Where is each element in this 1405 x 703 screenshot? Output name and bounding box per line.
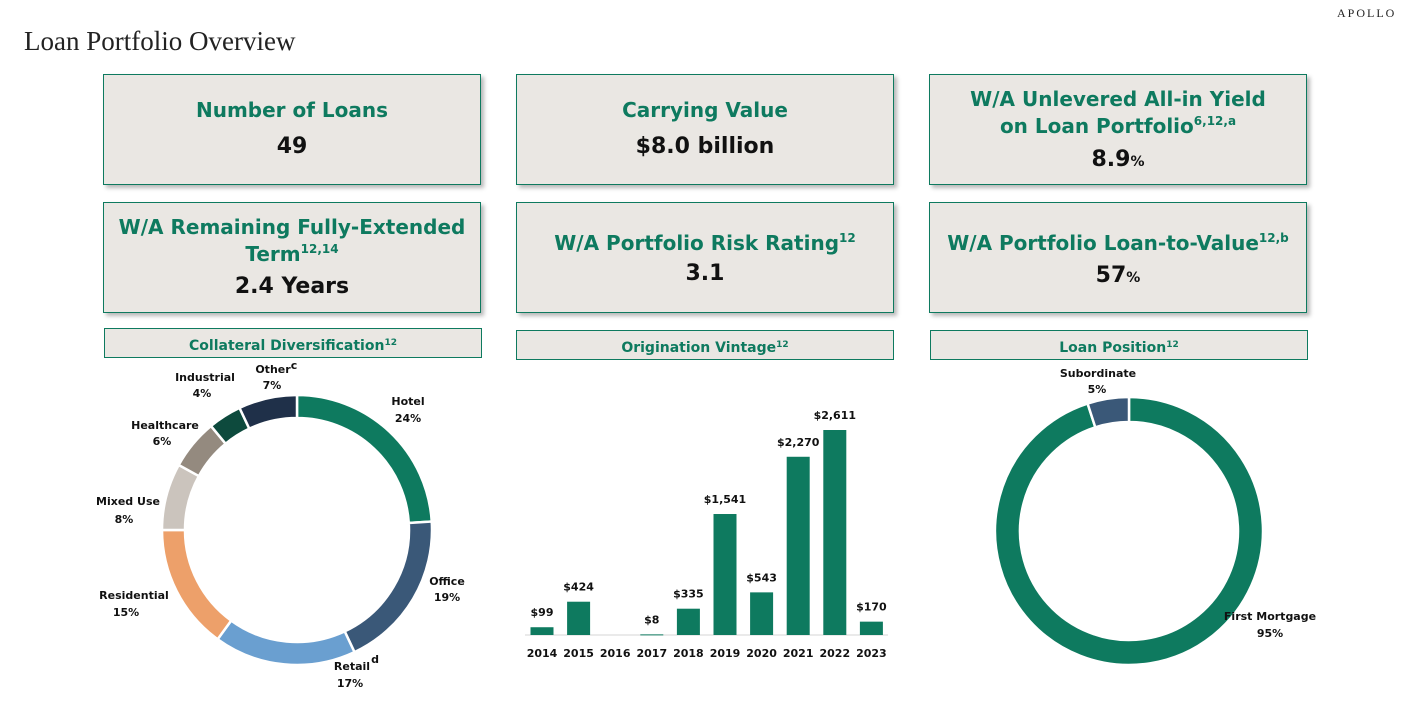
section-loan-position: Loan Position12 [930, 330, 1308, 360]
kpi-label: W/A Unlevered All-in Yield on Loan Portfo… [970, 87, 1266, 138]
x-tick-label: 2016 [600, 647, 631, 660]
slice-percent: 6% [153, 435, 172, 448]
collateral-slice-residential [160, 528, 233, 641]
position-slice-subordinate [1086, 395, 1131, 429]
slice-percent: 5% [1088, 383, 1107, 396]
bar-value-label: $2,270 [777, 436, 820, 449]
section-collateral-diversification: Collateral Diversification12 [104, 328, 482, 358]
bar-value-label: $543 [746, 571, 777, 584]
slice-label: Retail [334, 660, 370, 673]
bar-2018 [676, 608, 700, 635]
slice-label: Office [429, 575, 465, 588]
kpi-unlevered-yield: W/A Unlevered All-in Yield on Loan Portfo… [929, 74, 1307, 185]
kpi-remaining-term: W/A Remaining Fully-Extended Term12,14 2.… [103, 202, 481, 313]
page-title: Loan Portfolio Overview [24, 26, 296, 56]
x-tick-label: 2019 [710, 647, 741, 660]
slice-label: Mixed Use [96, 495, 160, 508]
collateral-slice-mixed-use [160, 463, 201, 532]
kpi-footnote: 6,12,a [1193, 114, 1237, 128]
slice-percent: 19% [434, 591, 460, 604]
x-tick-label: 2021 [783, 647, 814, 660]
slice-label: Healthcare [131, 419, 199, 432]
kpi-value: 49 [276, 134, 308, 159]
kpi-number-of-loans: Number of Loans 49 [103, 74, 481, 185]
bar-value-label: $99 [531, 606, 554, 619]
slice-percent: 7% [263, 379, 282, 392]
x-tick-label: 2014 [527, 647, 558, 660]
bar-value-label: $2,611 [814, 409, 856, 422]
kpi-value: 57% [1095, 263, 1141, 288]
slice-label: Industrial [175, 371, 235, 384]
x-tick-label: 2017 [636, 647, 667, 660]
bar-2023 [859, 621, 883, 635]
x-tick-label: 2023 [856, 647, 887, 660]
kpi-label: Carrying Value [622, 98, 788, 122]
bar-value-label: $170 [856, 601, 887, 614]
collateral-donut-chart: Hotel 24% Office 19% Retail 17% d Residential 15… [96, 360, 465, 690]
origination-bar-chart: $99 2014 $424 2015 2016 $8 2017 $335 2018 $1,541 2… [525, 409, 888, 660]
kpi-loan-to-value: W/A Portfolio Loan-to-Value12,b 57% [929, 202, 1307, 313]
bar-value-label: $1,541 [704, 493, 746, 506]
x-tick-label: 2022 [819, 647, 850, 660]
kpi-label: W/A Remaining Fully-Extended Term12,14 [118, 215, 466, 266]
bar-2021 [786, 456, 810, 635]
position-slice-first-mortgage [993, 395, 1265, 667]
kpi-value: 2.4 Years [234, 274, 350, 299]
kpi-label: Number of Loans [195, 98, 389, 122]
bar-2022 [823, 430, 847, 635]
kpi-value: 3.1 [685, 261, 725, 286]
bar-2019 [713, 514, 737, 635]
loan-position-donut-chart: First Mortgage 95% Subordinate 5% [993, 367, 1316, 667]
slice-label: Residential [99, 589, 169, 602]
kpi-footnote: 12,14 [300, 242, 339, 256]
slice-percent: 15% [113, 606, 139, 619]
collateral-slice-other [237, 393, 299, 431]
kpi-label: W/A Portfolio Loan-to-Value12,b [947, 231, 1289, 255]
slice-percent: 17% [337, 677, 363, 690]
kpi-value: 8.9% [1091, 147, 1145, 172]
kpi-risk-rating: W/A Portfolio Risk Rating12 3.1 [516, 202, 894, 313]
kpi-carrying-value: Carrying Value $8.0 billion [516, 74, 894, 185]
collateral-slice-retail [215, 618, 357, 667]
bar-value-label: $424 [563, 581, 594, 594]
bar-2017 [640, 634, 664, 636]
slice-percent: 24% [395, 412, 421, 425]
slice-label: Subordinate [1060, 367, 1136, 380]
kpi-footnote: 12 [839, 231, 856, 245]
x-tick-label: 2020 [746, 647, 777, 660]
kpi-label: W/A Portfolio Risk Rating12 [554, 231, 856, 255]
kpi-unit: % [1130, 154, 1145, 170]
slice-footnote: d [371, 653, 379, 666]
slice-footnote: c [291, 360, 298, 372]
brand-logo: APOLLO [1337, 6, 1397, 20]
slice-label: First Mortgage [1224, 610, 1316, 623]
bar-2020 [750, 592, 774, 635]
kpi-footnote: 12,b [1258, 231, 1289, 245]
bar-2015 [567, 601, 591, 635]
section-footnote: 12 [1166, 340, 1179, 350]
bar-value-label: $8 [644, 613, 659, 626]
kpi-value: $8.0 billion [635, 134, 775, 159]
slice-percent: 95% [1257, 627, 1283, 640]
slice-percent: 4% [193, 387, 212, 400]
x-tick-label: 2015 [563, 647, 594, 660]
section-origination-vintage: Origination Vintage12 [516, 330, 894, 360]
slice-percent: 8% [115, 513, 134, 526]
x-tick-label: 2018 [673, 647, 704, 660]
bar-value-label: $335 [673, 588, 704, 601]
kpi-unit: % [1126, 270, 1141, 286]
slice-label: Hotel [391, 395, 424, 408]
section-footnote: 12 [384, 338, 397, 348]
slice-label: Other [255, 363, 291, 376]
section-footnote: 12 [776, 340, 789, 350]
collateral-slice-office [343, 520, 434, 654]
bar-2014 [530, 627, 554, 635]
